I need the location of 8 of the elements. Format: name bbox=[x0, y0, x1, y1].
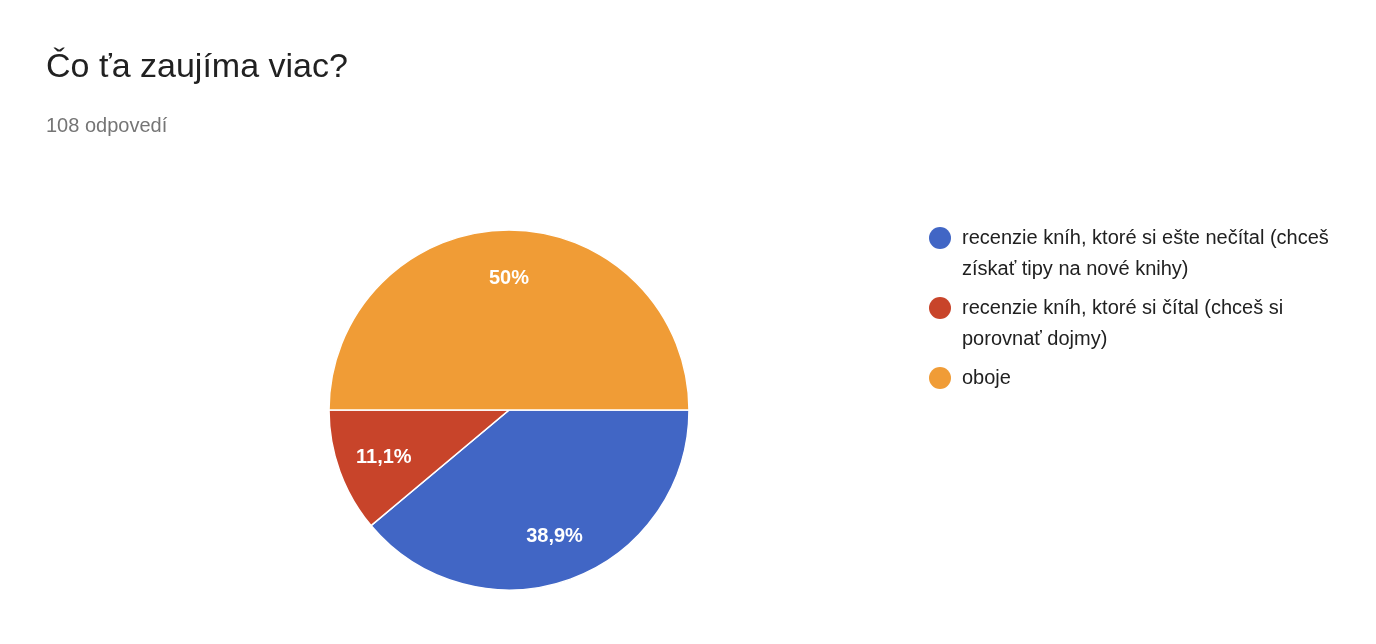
legend-label: oboje bbox=[962, 365, 1012, 390]
chart-title: Čo ťa zaujíma viac? bbox=[46, 46, 348, 85]
data-label: 50% bbox=[488, 265, 530, 288]
legend-label: recenzie kníh, ktoré si ešte nečítal (chceš získať tipy na nové knihy) bbox=[962, 225, 1330, 281]
data-label: 11,1% bbox=[356, 444, 412, 467]
data-label: 38,9% bbox=[526, 524, 584, 547]
text: 108 odpovedí bbox=[46, 114, 168, 137]
legend-label: recenzie kníh, ktoré si čítal (chceš si porovnať dojmy) bbox=[962, 295, 1285, 351]
